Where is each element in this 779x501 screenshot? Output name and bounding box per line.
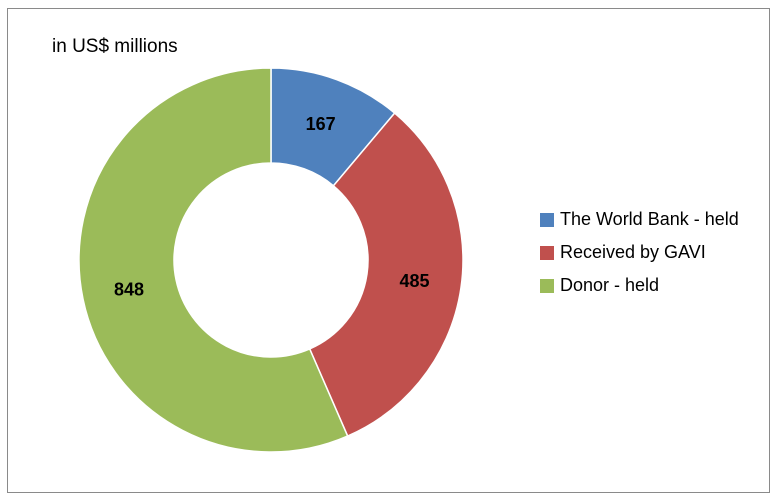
legend-swatch-1 xyxy=(540,212,554,227)
legend-label-2: Received by GAVI xyxy=(560,242,706,262)
legend-item-1: The World Bank - held xyxy=(540,203,739,236)
data-label-2: 485 xyxy=(399,271,429,291)
unit-label: in US$ millions xyxy=(52,36,178,57)
data-label-1: 167 xyxy=(306,114,336,134)
data-label-3: 848 xyxy=(114,280,144,300)
legend-item-2: Received by GAVI xyxy=(540,236,739,269)
donut-slice-2 xyxy=(308,112,464,438)
legend-label-3: Donor - held xyxy=(560,275,660,295)
legend: The World Bank - held Received by GAVI Don… xyxy=(540,203,739,302)
legend-swatch-2 xyxy=(540,245,554,260)
legend-swatch-3 xyxy=(540,278,554,293)
donut-slice-3 xyxy=(78,67,349,453)
legend-label-1: The World Bank - held xyxy=(560,209,739,229)
legend-item-3: Donor - held xyxy=(540,269,739,302)
